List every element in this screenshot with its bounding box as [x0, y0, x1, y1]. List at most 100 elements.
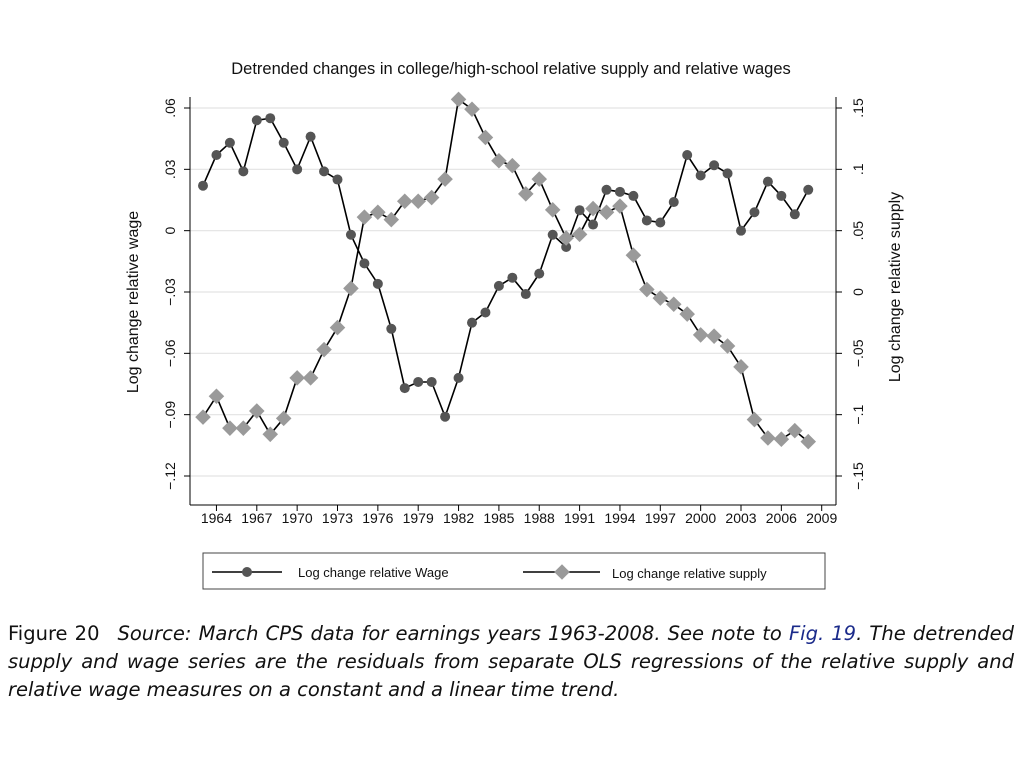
supply-point: [544, 202, 561, 218]
left-tick-label: −.12: [162, 462, 178, 490]
wage-point: [332, 174, 343, 185]
wage-point: [359, 258, 370, 269]
x-tick-label: 1994: [604, 510, 635, 526]
supply-point: [518, 186, 534, 202]
x-tick-label: 1991: [564, 510, 595, 526]
x-tick-label: 1997: [645, 510, 676, 526]
supply-point: [679, 306, 695, 322]
wage-point: [561, 242, 572, 253]
x-tick-label: 1964: [201, 510, 232, 526]
wage-point: [736, 225, 746, 236]
left-tick-label: 0: [162, 227, 178, 235]
supply-point: [652, 290, 669, 306]
supply-point: [464, 101, 480, 118]
supply-point: [504, 157, 521, 174]
supply-point: [598, 204, 615, 221]
wage-point: [386, 323, 397, 334]
supply-point: [665, 296, 682, 313]
right-tick-label: .05: [850, 221, 866, 241]
wage-point: [493, 280, 504, 291]
supply-point: [195, 409, 211, 425]
figure-caption: Figure 20 Source: March CPS data for earn…: [8, 620, 1014, 704]
chart-title: Detrended changes in college/high-school…: [231, 60, 791, 78]
left-tick-label: −.06: [162, 339, 178, 367]
supply-point: [235, 420, 252, 436]
supply-point: [625, 247, 642, 263]
legend-supply-marker: [554, 564, 570, 580]
supply-point: [558, 230, 574, 246]
x-tick-label: 1979: [403, 510, 434, 526]
series-lines: [202, 97, 810, 443]
supply-point: [423, 189, 440, 206]
x-tick-label: 2000: [685, 510, 716, 526]
wage-point: [614, 186, 625, 197]
wage-series-line: [202, 117, 810, 420]
wage-point: [238, 166, 249, 177]
wage-point: [480, 307, 491, 318]
right-tick-label: −.15: [850, 462, 866, 490]
supply-point: [571, 226, 588, 243]
supply-point: [356, 209, 373, 225]
x-axis-ticks: 1964 1967 1970 1973 1976 1979 1982 1985 1988 1991…: [201, 505, 837, 526]
wage-point: [265, 113, 276, 124]
wage-point: [211, 150, 222, 161]
wage-point: [399, 383, 410, 394]
right-tick-label: 0: [850, 288, 866, 296]
left-axis-label: Log change relative wage: [125, 211, 142, 393]
right-tick-label: .1: [850, 163, 866, 175]
supply-point: [396, 193, 413, 210]
supply-point: [639, 281, 655, 298]
left-tick-label: −.09: [162, 401, 178, 429]
wage-point: [749, 207, 760, 218]
x-tick-label: 1976: [362, 510, 393, 526]
wage-point: [440, 411, 451, 422]
supply-point: [477, 129, 494, 146]
wage-point: [413, 376, 424, 387]
supply-point: [760, 430, 776, 446]
supply-point: [585, 200, 601, 217]
legend-wage-label: Log change relative Wage: [298, 565, 449, 580]
legend-supply-label: Log change relative supply: [612, 566, 767, 581]
supply-point: [450, 91, 467, 108]
x-tick-label: 1985: [483, 510, 514, 526]
legend-box: [202, 552, 826, 590]
supply-point: [329, 319, 346, 336]
figure-label: Figure 20: [8, 622, 100, 645]
supply-point: [249, 403, 265, 419]
wage-point: [762, 176, 773, 187]
wage-point: [547, 229, 558, 240]
wage-point: [574, 205, 585, 216]
wage-point: [655, 217, 666, 228]
supply-point: [773, 431, 790, 447]
wage-point: [520, 289, 531, 300]
supply-point: [706, 328, 722, 344]
x-tick-label: 1982: [443, 510, 474, 526]
wage-point: [507, 272, 518, 283]
supply-point: [733, 359, 749, 375]
x-tick-label: 2003: [725, 510, 756, 526]
x-tick-label: 1967: [241, 510, 272, 526]
caption-text-continued: . The detrended supply and wage series a…: [8, 622, 1014, 701]
wage-point: [534, 268, 545, 279]
wage-point: [803, 184, 814, 195]
right-axis-label: Log change relative supply: [887, 192, 904, 382]
wage-point: [224, 137, 235, 148]
caption-text: Source: March CPS data for earnings year…: [117, 622, 789, 645]
x-tick-label: 2009: [806, 510, 837, 526]
series-markers: [195, 91, 817, 450]
supply-point: [289, 370, 305, 386]
wage-point: [695, 170, 706, 181]
left-tick-label: .06: [162, 98, 178, 118]
wage-point: [682, 150, 693, 161]
wage-point: [426, 376, 437, 387]
right-tick-label: −.05: [850, 339, 866, 367]
x-tick-label: 1970: [282, 510, 313, 526]
supply-point: [370, 204, 386, 221]
wage-point: [709, 160, 720, 171]
supply-point: [383, 211, 400, 228]
figure-reference-link[interactable]: Fig. 19: [788, 622, 857, 645]
supply-point: [491, 152, 507, 169]
wage-point: [641, 215, 652, 226]
x-tick-label: 1973: [322, 510, 353, 526]
supply-point: [343, 280, 359, 297]
